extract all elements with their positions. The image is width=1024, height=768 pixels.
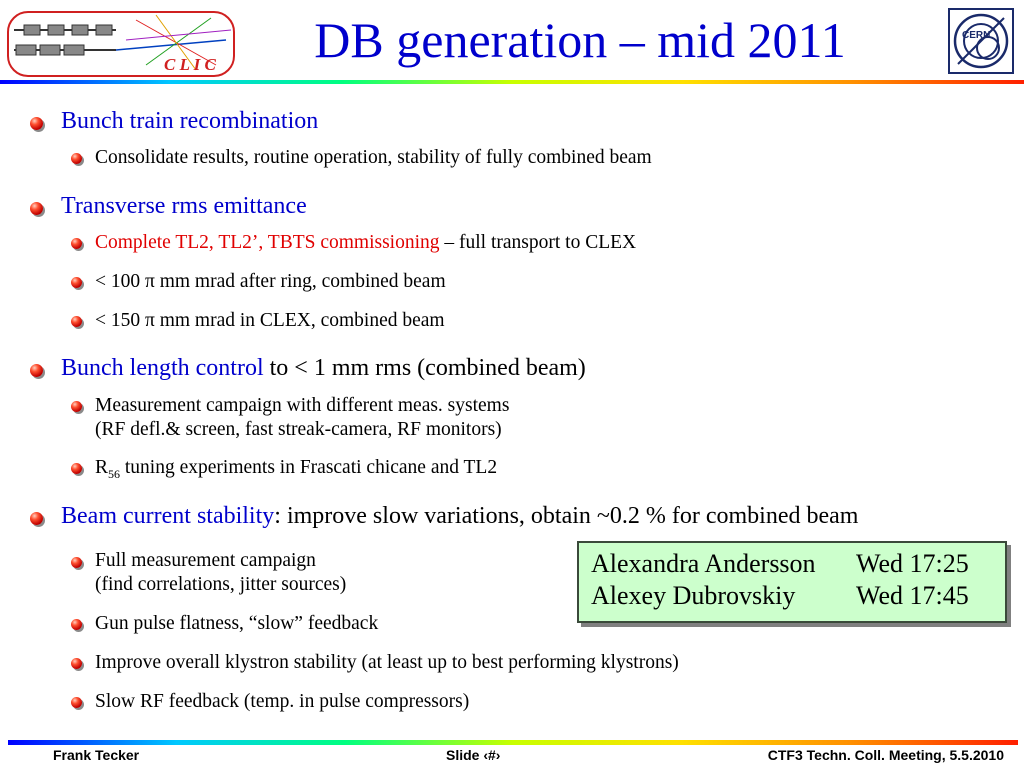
section-heading-bunch-train: Bunch train recombination <box>61 108 319 134</box>
talk-row: Alexandra Andersson Wed 17:25 <box>591 548 1005 580</box>
item-measurement-campaign: Measurement campaign with different meas… <box>95 395 510 440</box>
section-heading-bunch-length: Bunch length control to < 1 mm rms (comb… <box>61 355 586 381</box>
bullet-icon <box>71 697 82 708</box>
bullet-icon <box>30 512 43 525</box>
bullet-icon <box>71 277 82 288</box>
footer-meeting: CTF3 Techn. Coll. Meeting, 5.5.2010 <box>767 747 1004 763</box>
talk-speaker: Alexey Dubrovskiy <box>591 581 796 610</box>
clic-logo-text: C L I C <box>164 55 216 74</box>
slide-title: DB generation – mid 2011 <box>314 12 846 68</box>
bullet-icon <box>71 557 82 568</box>
talk-row: Alexey Dubrovskiy Wed 17:45 <box>591 580 1005 612</box>
bullet-icon <box>71 153 82 164</box>
section-heading-current-stability: Beam current stability: improve slow var… <box>61 503 859 529</box>
item-full-measurement: Full measurement campaign (find correlat… <box>95 550 347 595</box>
bullet-icon <box>71 463 82 474</box>
cern-logo: CERN <box>948 8 1014 74</box>
bullet-icon <box>30 117 43 130</box>
item-consolidate-results: Consolidate results, routine operation, … <box>95 147 652 168</box>
item-emittance-ring: < 100 π mm mrad after ring, combined bea… <box>95 271 446 292</box>
bullet-icon <box>71 401 82 412</box>
item-gun-pulse: Gun pulse flatness, “slow” feedback <box>95 613 379 634</box>
item-slow-rf-feedback: Slow RF feedback (temp. in pulse compres… <box>95 691 470 712</box>
talk-time: Wed 17:45 <box>856 581 969 610</box>
item-r56-tuning: R56 tuning experiments in Frascati chica… <box>95 457 498 481</box>
bullet-icon <box>71 619 82 630</box>
header-rainbow-divider <box>0 80 1024 84</box>
talk-speaker: Alexandra Andersson <box>591 549 816 578</box>
bullet-icon <box>71 316 82 327</box>
footer-rainbow-divider <box>8 740 1018 745</box>
bullet-icon <box>30 202 43 215</box>
item-klystron-stability: Improve overall klystron stability (at l… <box>95 652 679 673</box>
bullet-icon <box>30 364 43 377</box>
talk-time: Wed 17:25 <box>856 549 969 578</box>
section-heading-emittance: Transverse rms emittance <box>61 193 307 219</box>
footer-slide-number: Slide ‹#› <box>446 747 501 763</box>
bullet-icon <box>71 238 82 249</box>
bullet-icon <box>71 658 82 669</box>
item-tl2-commissioning: Complete TL2, TL2’, TBTS commissioning –… <box>95 232 637 253</box>
clic-logo: C L I C <box>7 11 235 77</box>
item-tl2-highlight: Complete TL2, TL2’, TBTS commissioning <box>95 232 440 253</box>
talks-box: Alexandra Andersson Wed 17:25 Alexey Dubr… <box>577 541 1007 623</box>
svg-text:CERN: CERN <box>962 30 990 41</box>
footer-author: Frank Tecker <box>53 747 140 763</box>
item-emittance-clex: < 150 π mm mrad in CLEX, combined beam <box>95 310 445 331</box>
